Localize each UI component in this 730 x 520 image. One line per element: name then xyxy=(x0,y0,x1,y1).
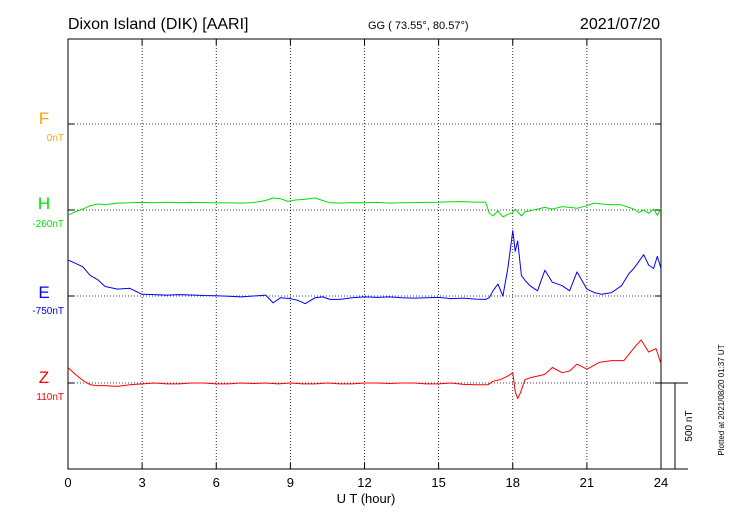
grid xyxy=(68,39,661,469)
e-offset-label: -750nT xyxy=(32,306,64,317)
series-line-e xyxy=(67,230,662,305)
x-tick-label: 9 xyxy=(287,475,294,490)
x-axis-ticks: 0 3 6 9 12 15 18 21 24 xyxy=(64,39,668,490)
x-tick-label: 18 xyxy=(506,475,520,490)
f-offset-label: 0nT xyxy=(47,133,64,144)
series-line-z xyxy=(67,339,662,399)
x-tick-label: 24 xyxy=(654,475,668,490)
h-offset-label: -260nT xyxy=(32,219,64,230)
x-tick-label: 3 xyxy=(139,475,146,490)
z-label: Z xyxy=(39,368,49,387)
station-title: Dixon Island (DIK) [AARI] xyxy=(68,16,249,33)
x-tick-label: 12 xyxy=(357,475,371,490)
f-label: F xyxy=(39,109,49,128)
coordinates-label: GG ( 73.55°, 80.57°) xyxy=(368,20,469,32)
plot-frame xyxy=(67,38,662,470)
scale-bar: 500 nT xyxy=(661,382,695,470)
component-labels: F 0nT H -260nT E -750nT Z 110nT xyxy=(32,109,64,403)
x-tick-label: 21 xyxy=(580,475,594,490)
x-tick-label: 0 xyxy=(64,475,71,490)
x-axis-label: U T (hour) xyxy=(337,491,396,506)
date-label: 2021/07/20 xyxy=(580,16,660,33)
series-line-h xyxy=(67,197,662,218)
traces xyxy=(67,197,662,399)
z-offset-label: 110nT xyxy=(36,392,64,403)
plotted-at-label: Plotted at 2021/08/20 01:37 UT xyxy=(717,344,726,455)
scale-bar-label: 500 nT xyxy=(684,410,695,441)
x-tick-label: 15 xyxy=(431,475,445,490)
e-label: E xyxy=(38,283,49,302)
x-tick-label: 6 xyxy=(213,475,220,490)
h-label: H xyxy=(38,194,50,213)
